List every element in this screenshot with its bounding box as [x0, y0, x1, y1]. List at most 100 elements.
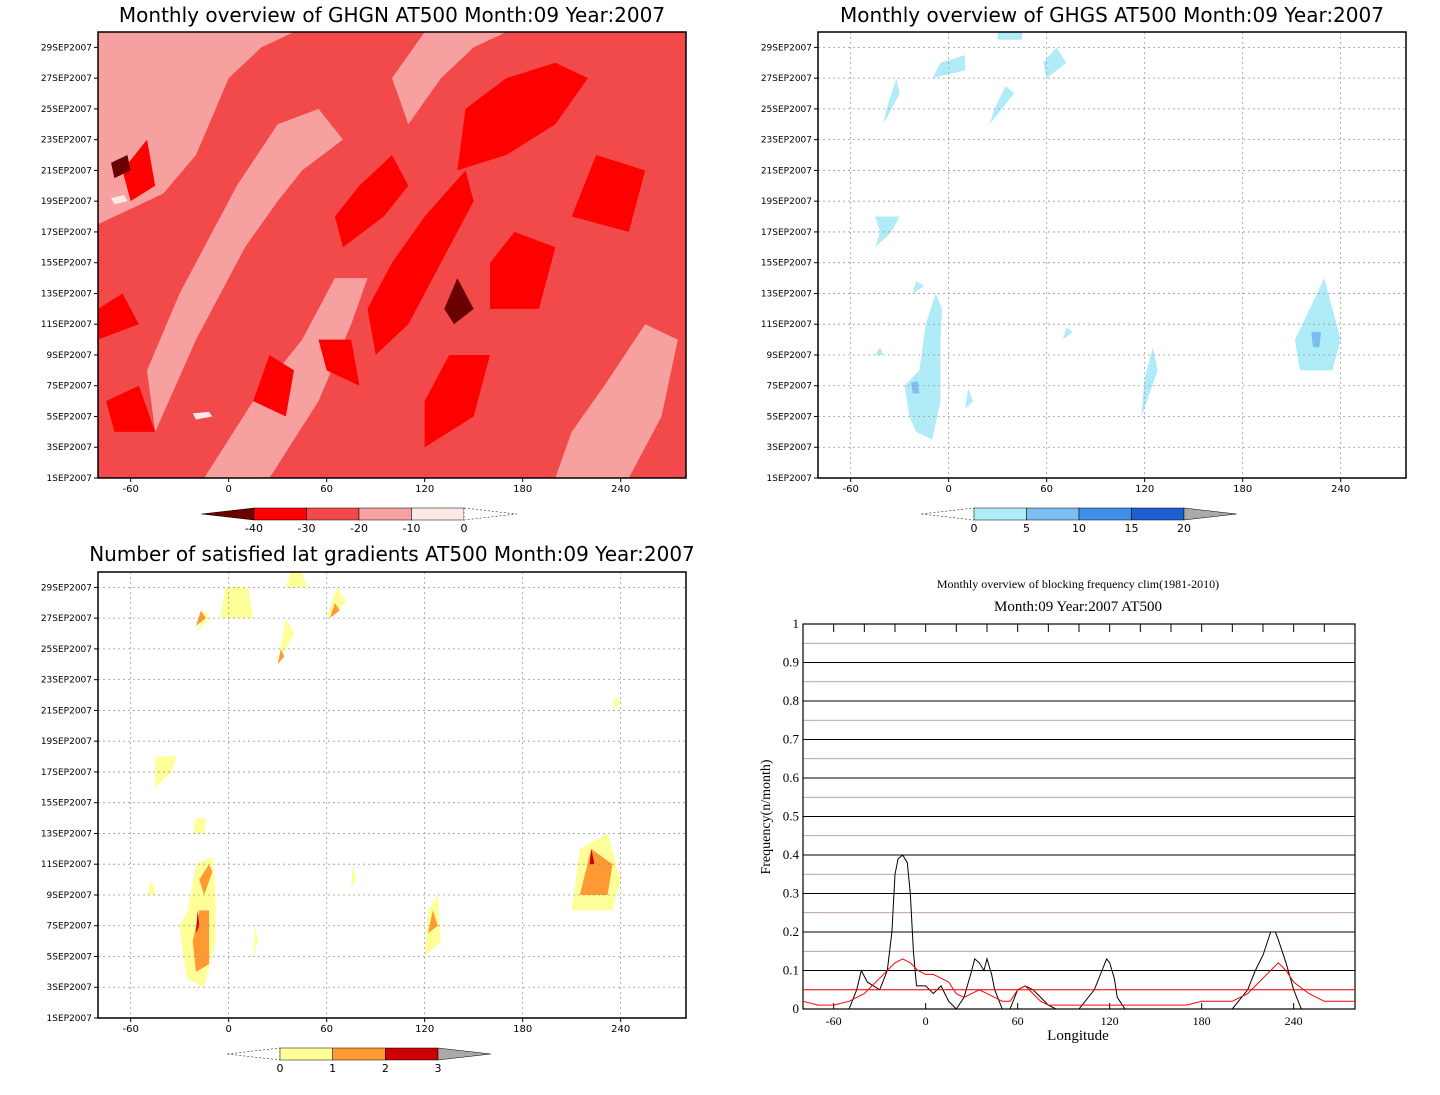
colorbar-swatch: [253, 507, 307, 521]
colorbar-label: 1: [329, 1062, 336, 1075]
colorbar: -40 -30 -20 -10 0: [201, 507, 517, 535]
y-tick-label: 29SEP2007: [41, 583, 92, 593]
contour-region: [196, 610, 210, 634]
panel-ghgn: Monthly overview of GHGN AT500 Month:09 …: [0, 0, 720, 545]
y-tick-label: 29SEP2007: [761, 43, 812, 53]
x-tick-label: 240: [611, 484, 630, 495]
colorbar: 0 5 10 15 20: [921, 507, 1237, 535]
colorbar-swatch: [332, 1047, 386, 1061]
contour-region: [277, 648, 285, 665]
contour-region: [392, 32, 507, 125]
colorbar-triangle-low: [201, 507, 255, 521]
y-tick-label: 0.4: [783, 847, 800, 862]
contour-region: [490, 231, 556, 309]
y-tick-label: 5SEP2007: [47, 952, 92, 962]
contour-region: [427, 910, 438, 934]
x-tick-label: 0: [225, 484, 231, 495]
contour-region: [912, 281, 925, 294]
colorbar-triangle-high: [1183, 507, 1237, 521]
x-tick-label: 0: [225, 1024, 231, 1035]
y-tick-label: 13SEP2007: [41, 289, 92, 299]
contour-region: [1043, 47, 1067, 79]
y-tick-label: 0.7: [783, 732, 800, 747]
x-tick-label: 120: [415, 484, 434, 495]
colorbar-swatch: [306, 507, 360, 521]
colorbar-triangle-high: [463, 507, 517, 521]
y-tick-label: 1SEP2007: [47, 474, 92, 484]
contour-region: [911, 381, 920, 394]
plot-frame: [97, 571, 687, 1019]
contour-region: [367, 170, 474, 355]
chart-title: Monthly overview of GHGN AT500 Month:09 …: [119, 3, 665, 27]
x-tick-label: -60: [826, 1014, 842, 1028]
contour-region: [457, 62, 588, 171]
y-tick-label: 0.8: [783, 693, 799, 708]
contour-region: [1141, 347, 1158, 417]
panel-lat-gradients: Number of satisfied lat gradients AT500 …: [0, 542, 720, 1091]
x-tick-label: 0: [923, 1014, 929, 1028]
contour-regions: [98, 32, 686, 478]
contour-region: [111, 195, 128, 205]
contour-region: [589, 848, 595, 865]
x-tick-label: 120: [1101, 1014, 1119, 1028]
y-tick-label: 17SEP2007: [41, 228, 92, 238]
y-tick-label: 29SEP2007: [41, 43, 92, 53]
contour-region: [192, 818, 206, 834]
colorbar-swatch: [1131, 507, 1185, 521]
contour-region: [196, 610, 206, 626]
blocking-frequency-chart: Monthly overview of blocking frequency c…: [759, 577, 1356, 1044]
contour-region: [147, 879, 156, 895]
y-tick-label: 21SEP2007: [761, 166, 812, 176]
y-tick-label: 11SEP2007: [761, 320, 812, 330]
x-tick-label: 240: [1285, 1014, 1303, 1028]
y-axis-label: Frequency(n/month): [759, 759, 774, 874]
contour-region: [155, 756, 177, 788]
x-tick-label: 60: [1040, 484, 1053, 495]
x-tick-label: 120: [415, 1024, 434, 1035]
colorbar-label: 3: [435, 1062, 442, 1075]
colorbar-label: 10: [1072, 522, 1086, 535]
y-tick-label: 17SEP2007: [761, 228, 812, 238]
y-tick-label: 0.2: [783, 924, 799, 939]
y-tick-label: 27SEP2007: [761, 74, 812, 84]
y-tick-label: 7SEP2007: [47, 922, 92, 932]
colorbar-triangle-low: [227, 1047, 281, 1061]
contour-region: [875, 347, 884, 355]
chart-title: Number of satisfied lat gradients AT500 …: [89, 545, 695, 566]
colorbar-triangle-high: [437, 1047, 491, 1061]
y-tick-label: 15SEP2007: [761, 259, 812, 269]
contour-region: [98, 293, 139, 340]
y-tick-label: 23SEP2007: [761, 136, 812, 146]
colorbar-label: -40: [245, 522, 263, 535]
colorbar-swatch: [973, 507, 1027, 521]
y-tick-label: 1: [793, 616, 800, 631]
y-tick-label: 7SEP2007: [47, 382, 92, 392]
chart-title: Monthly overview of blocking frequency c…: [937, 577, 1219, 591]
contour-region: [444, 278, 474, 325]
colorbar-swatch: [279, 1047, 333, 1061]
contour-region: [98, 32, 686, 478]
y-tick-label: 17SEP2007: [41, 768, 92, 778]
contour-region: [329, 602, 340, 619]
panel-ghgs: Monthly overview of GHGS AT500 Month:09 …: [720, 0, 1440, 545]
contour-region: [1311, 331, 1322, 348]
contour-region: [318, 339, 360, 386]
x-tick-label: 60: [320, 484, 333, 495]
colorbar-label: -30: [298, 522, 316, 535]
panel-blocking-frequency: Monthly overview of blocking frequency c…: [720, 545, 1440, 1091]
colorbar-label: -10: [403, 522, 421, 535]
contour-region: [111, 155, 131, 179]
contour-region: [253, 354, 294, 417]
ghgn-chart: Monthly overview of GHGN AT500 Month:09 …: [41, 3, 687, 535]
x-tick-label: 120: [1135, 484, 1154, 495]
colorbar-label: 15: [1125, 522, 1139, 535]
y-tick-label: 27SEP2007: [41, 614, 92, 624]
colorbar-label: 0: [971, 522, 978, 535]
y-tick-label: 0.5: [783, 809, 799, 824]
y-tick-label: 13SEP2007: [761, 289, 812, 299]
contour-region: [220, 587, 254, 619]
y-tick-label: 27SEP2007: [41, 74, 92, 84]
colorbar-triangle-low: [921, 507, 975, 521]
contour-region: [904, 293, 943, 440]
y-tick-label: 0: [793, 1001, 800, 1016]
